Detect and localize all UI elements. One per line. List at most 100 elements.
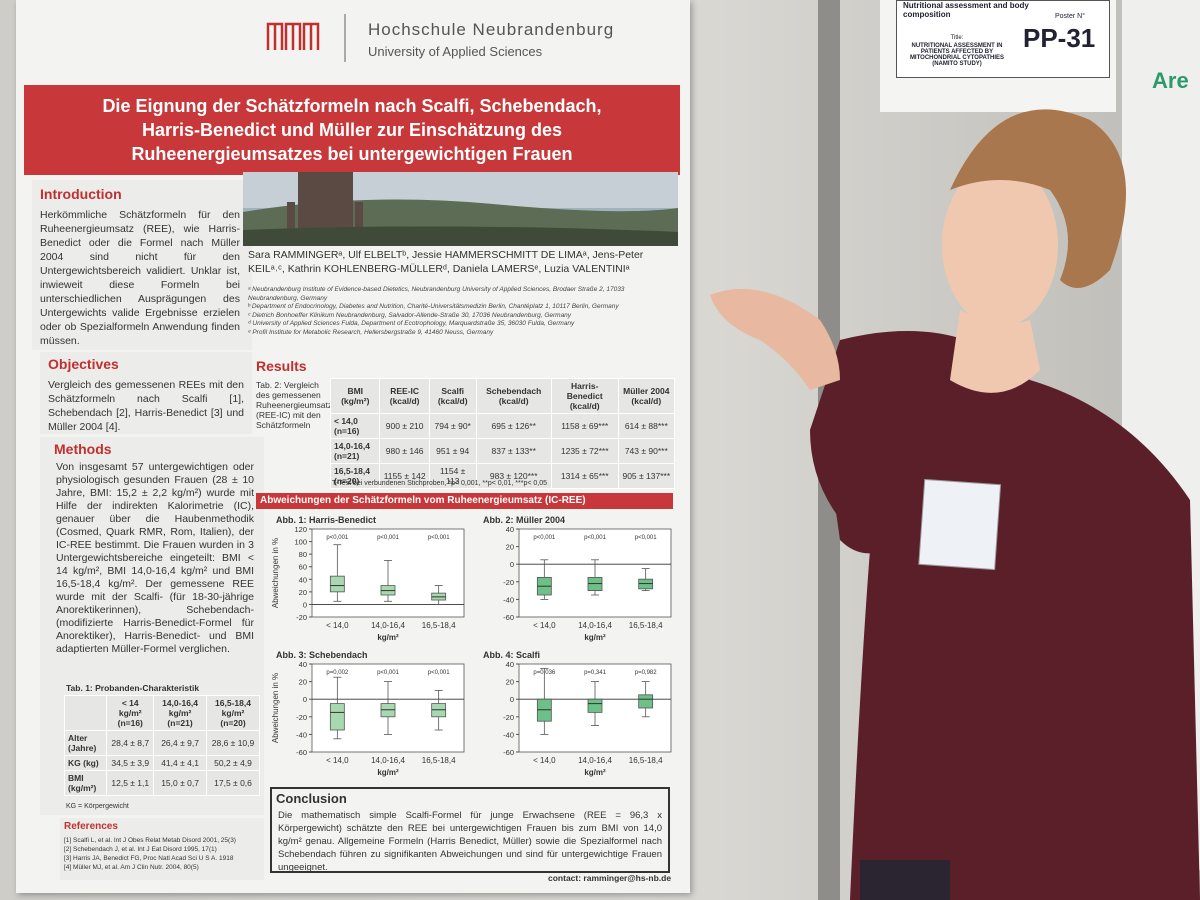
table2-wrap: BMI (kg/m²) REE-IC (kcal/d) Scalfi (kcal/d… (329, 378, 676, 489)
p-value: p<0,001 (428, 535, 451, 541)
section-heading: Objectives (48, 356, 119, 372)
side-poster-card: Nutritional assessment and body composit… (896, 0, 1110, 78)
x-tick-label: 16,5-18,4 (422, 621, 456, 630)
p-value: p<0,001 (377, 670, 400, 676)
table-cell: 1235 ± 72*** (550, 438, 619, 464)
affiliation: ᶜ Dietrich Bonhoeffer Klinikum Neubrande… (248, 311, 572, 319)
table-cell: < 14,0 (n=16) (329, 413, 381, 439)
title-bar: Die Eignung der Schätzformeln nach Scalf… (24, 85, 680, 175)
x-tick-label: 14,0-16,4 (578, 621, 612, 630)
affiliation: ᵇ Department of Endocrinology, Diabetes … (248, 303, 619, 310)
y-axis-label: Abweichungen in % (271, 538, 280, 608)
table-header: REE-IC (kcal/d) (379, 378, 430, 414)
y-tick-label: 40 (506, 660, 514, 669)
y-axis-label: Abweichungen in % (271, 673, 280, 743)
side-title-label: Title: (950, 35, 964, 41)
logo-name: Hochschule Neubrandenburg (368, 20, 615, 39)
side-topic: Nutritional assessment and body composit… (903, 1, 1029, 19)
table-header: 14,0-16,4 kg/m² (n=21) (153, 695, 208, 731)
table1: < 14 kg/m² (n=16) 14,0-16,4 kg/m² (n=21) 1… (63, 695, 260, 796)
table2: BMI (kg/m²) REE-IC (kcal/d) Scalfi (kcal/d… (329, 378, 676, 489)
reference: [4] Müller MJ, et al. Am J Clin Nutr. 20… (64, 864, 199, 871)
conclusion: Conclusion Die mathematisch simple Scalf… (270, 787, 670, 873)
table-row: < 14,0 (n=16) 900 ± 210 794 ± 90* 695 ± 126… (329, 413, 676, 439)
y-tick-label: -60 (503, 748, 514, 757)
y-tick-label: -20 (503, 578, 514, 587)
poster: Hochschule Neubrandenburg University of … (16, 0, 690, 893)
y-tick-label: -20 (296, 613, 307, 622)
p-value: p<0,001 (428, 670, 451, 676)
p-value: p<0,001 (635, 535, 658, 541)
table-row: < 14 kg/m² (n=16) 14,0-16,4 kg/m² (n=21) 1… (63, 695, 260, 731)
table-cell: 50,2 ± 4,9 (206, 755, 260, 771)
table-header: Scalfi (kcal/d) (428, 378, 477, 414)
table-cell: 614 ± 88*** (617, 413, 676, 439)
table-header: Müller 2004 (kcal/d) (617, 378, 676, 414)
table-header: < 14 kg/m² (n=16) (106, 695, 155, 731)
section-heading: References (64, 821, 118, 832)
table1-wrap: < 14 kg/m² (n=16) 14,0-16,4 kg/m² (n=21) 1… (63, 695, 260, 796)
y-tick-label: -40 (503, 730, 514, 739)
reference: [2] Schebendach J, et al. Int J Eat Diso… (64, 846, 217, 853)
table-cell: 794 ± 90* (428, 413, 477, 439)
y-tick-label: 120 (294, 525, 307, 534)
x-tick-label: < 14,0 (533, 756, 556, 765)
table-cell: 983 ± 120*** (475, 463, 552, 489)
table-cell: 980 ± 146 (379, 438, 430, 464)
table-cell: 695 ± 126** (475, 413, 552, 439)
p-value: p<0,001 (377, 535, 400, 541)
table-cell: 900 ± 210 (379, 413, 430, 439)
x-tick-label: < 14,0 (533, 621, 556, 630)
p-value: p=0,002 (326, 670, 349, 676)
logo-mark (266, 22, 320, 50)
chart-title: Abb. 4: Scalfi (483, 650, 541, 660)
y-tick-label: 40 (299, 660, 307, 669)
section-text: Von insgesamt 57 untergewichtigen oder p… (56, 461, 254, 655)
chart-title: Abb. 3: Schebendach (276, 650, 368, 660)
table-cell: 837 ± 133** (475, 438, 552, 464)
box-chart: -60 -40 -20 0 20 40 p<0,001 < 14,0 p<0,001 14,0-1… (503, 525, 672, 642)
side-poster-number: PP-31 (1023, 23, 1096, 53)
box (638, 694, 654, 709)
references: References [1] Scalfi L, et al. Int J Ob… (60, 818, 264, 880)
chart-title: Abb. 1: Harris-Benedict (276, 515, 377, 525)
y-tick-label: 20 (299, 588, 307, 597)
x-axis-label: kg/m² (377, 768, 399, 777)
affiliation: ᵃ Neubrandenburg Institute of Evidence-b… (248, 286, 625, 302)
row-label: KG (kg) (63, 755, 108, 771)
table-cell: 1155 ± 142 (379, 463, 430, 489)
table-row: 14,0-16,4 (n=21) 980 ± 146 951 ± 94 837 ± 1… (329, 438, 676, 464)
y-tick-label: -40 (296, 730, 307, 739)
y-tick-label: -40 (503, 595, 514, 604)
introduction: Introduction Herkömmliche Schätzformeln … (32, 180, 252, 350)
x-axis-label: kg/m² (584, 768, 606, 777)
section-heading: Methods (54, 441, 112, 457)
x-tick-label: < 14,0 (326, 621, 349, 630)
methods: Methods Von insgesamt 57 untergewichtige… (40, 437, 264, 815)
x-tick-label: 14,0-16,4 (578, 756, 612, 765)
x-tick-label: 14,0-16,4 (371, 756, 405, 765)
x-tick-label: 16,5-18,4 (629, 756, 663, 765)
table-cell: 26,4 ± 9,7 (153, 730, 208, 756)
section-text: Herkömmliche Schätzformeln für den Ruhee… (40, 209, 240, 347)
p-value: p=0,982 (635, 670, 658, 676)
poster-title: Die Eignung der Schätzformeln nach Scalf… (102, 96, 602, 164)
side-poster: Nutritional assessment and body composit… (880, 0, 1116, 112)
logo-sub: University of Applied Sciences (368, 44, 543, 59)
affiliation: ᵈ University of Applied Sciences Fulda, … (248, 320, 575, 327)
table-row: Alter (Jahre) 28,4 ± 8,7 26,4 ± 9,7 28,6 ± … (63, 730, 260, 756)
table-cell: 1314 ± 65*** (550, 463, 619, 489)
contact: contact: ramminger@hs-nb.de (548, 873, 672, 883)
x-tick-label: < 14,0 (326, 756, 349, 765)
y-tick-label: 100 (294, 538, 307, 547)
table-cell: 17,5 ± 0,6 (206, 770, 260, 796)
table-cell: 34,5 ± 3,9 (106, 755, 155, 771)
table-cell: 12,5 ± 1,1 (106, 770, 155, 796)
section-heading: Conclusion (276, 791, 347, 806)
chart-panel: Abb. 2: Müller 2004 -60 -40 -20 0 20 40 p<0,001… (471, 515, 676, 650)
y-tick-label: 40 (299, 575, 307, 584)
table-cell: 14,0-16,4 (n=21) (329, 438, 381, 464)
